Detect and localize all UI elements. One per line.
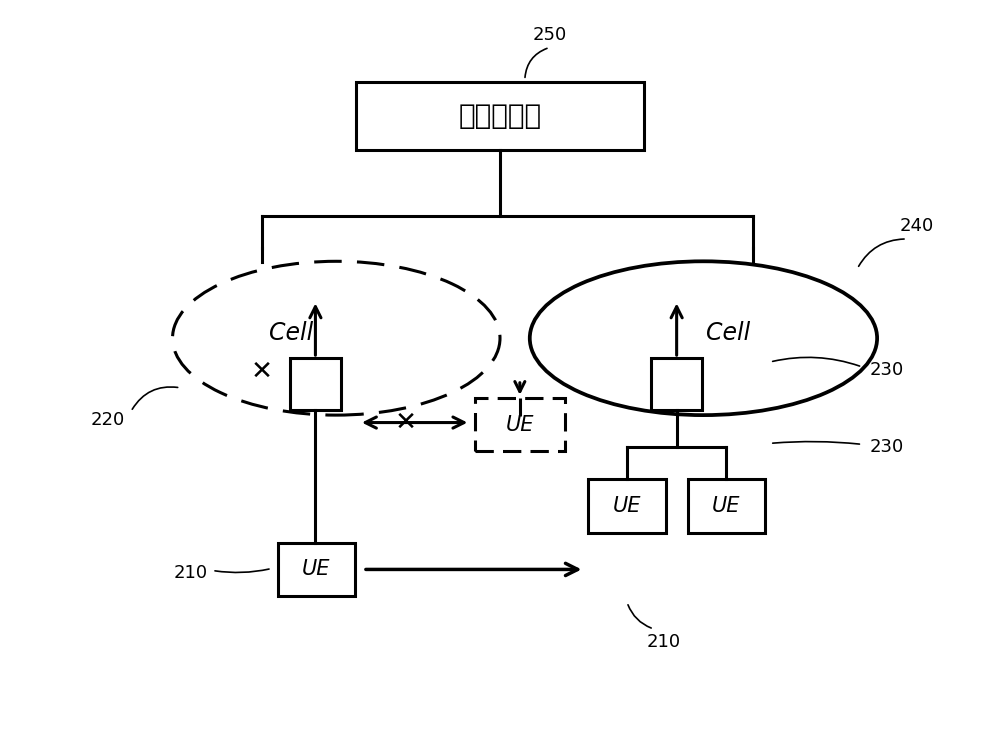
Text: 接入网设备: 接入网设备: [458, 102, 542, 130]
Text: 210: 210: [647, 633, 681, 651]
Text: Cell: Cell: [269, 321, 314, 345]
Text: ✕: ✕: [395, 410, 417, 436]
Text: UE: UE: [302, 559, 331, 580]
Text: UE: UE: [613, 496, 641, 516]
Text: 230: 230: [870, 361, 904, 379]
Bar: [475, 398, 565, 451]
Bar: [688, 479, 765, 533]
Bar: [278, 542, 355, 596]
Text: 230: 230: [870, 439, 904, 456]
Text: UE: UE: [506, 415, 534, 434]
Text: Cell: Cell: [706, 321, 750, 345]
Text: UE: UE: [712, 496, 741, 516]
Text: 220: 220: [91, 410, 125, 429]
Bar: [651, 358, 702, 410]
Text: 240: 240: [900, 217, 934, 235]
Text: ✕: ✕: [251, 359, 273, 385]
Text: 210: 210: [173, 564, 207, 583]
Bar: [290, 358, 341, 410]
Bar: [356, 82, 644, 150]
Text: 250: 250: [532, 26, 567, 44]
Bar: [588, 479, 666, 533]
